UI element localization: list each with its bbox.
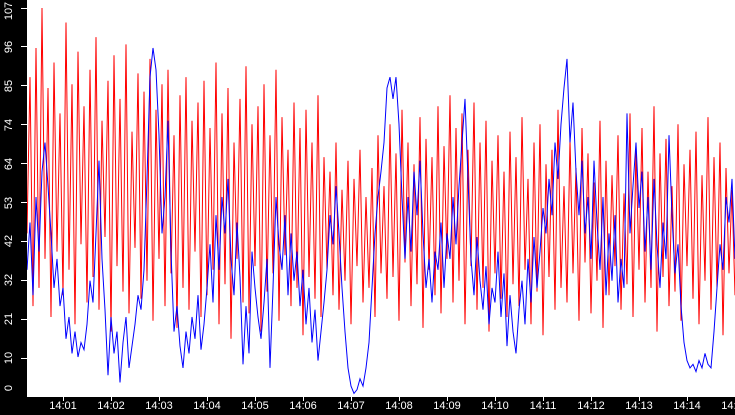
y-axis-tick (21, 240, 27, 242)
x-axis-tick (591, 397, 592, 401)
x-axis-tick-label: 14:02 (97, 400, 125, 412)
plot-area (26, 7, 735, 395)
x-axis-tick-label: 14:07 (337, 400, 365, 412)
x-axis-tick-label: 14:11 (529, 400, 557, 412)
x-axis-tick (207, 397, 208, 401)
x-axis-tick (255, 397, 256, 401)
y-axis-tick (21, 279, 27, 281)
x-axis-tick (63, 397, 64, 401)
x-axis-tick (351, 397, 352, 401)
y-axis: 0 10 21 32 42 53 64 74 85 96 107 (0, 0, 27, 398)
x-axis-tick (495, 397, 496, 401)
y-axis-tick-label: 85 (3, 79, 15, 92)
x-axis-tick (543, 397, 544, 401)
x-axis-tick-label: 14:04 (193, 400, 221, 412)
x-axis-tick (159, 397, 160, 401)
y-axis-tick (21, 318, 27, 320)
x-axis-tick (639, 397, 640, 401)
y-axis-tick-label: 96 (3, 40, 15, 54)
x-axis-tick-label: 14:01 (49, 400, 77, 412)
y-axis-tick-label: 74 (3, 118, 15, 131)
x-axis-tick-label: 14:08 (385, 400, 413, 412)
x-axis-tick (111, 397, 112, 401)
x-axis: 14:01 14:02 14:03 14:04 14:05 14:06 14:07 14:08… (0, 397, 735, 415)
x-axis-tick-label: 14:12 (577, 400, 605, 412)
x-axis-tick-label: 14:06 (289, 400, 317, 412)
x-axis-tick (687, 397, 688, 401)
red-series-line (26, 7, 735, 339)
x-axis-tick-label: 14:09 (433, 400, 461, 412)
x-axis-tick (447, 397, 448, 401)
y-axis-tick (21, 46, 27, 48)
x-axis-tick-label: 14:14 (673, 400, 701, 412)
y-axis-tick-label: 107 (3, 1, 15, 21)
x-axis-tick-label: 14:05 (241, 400, 269, 412)
y-axis-tick-label: 64 (3, 157, 15, 170)
y-axis-tick (21, 357, 27, 359)
x-axis-tick (399, 397, 400, 401)
x-axis-tick-label: 14:13 (625, 400, 653, 412)
y-axis-tick-label: 21 (3, 313, 15, 326)
y-axis-tick-label: 32 (3, 274, 15, 287)
y-axis-tick (21, 85, 27, 87)
x-axis-tick-label: 14:03 (145, 400, 173, 412)
x-axis-tick-label: 14:10 (481, 400, 509, 412)
y-axis-tick-label: 53 (3, 196, 15, 209)
y-axis-tick (21, 7, 27, 9)
y-axis-tick (21, 202, 27, 203)
y-axis-tick-label: 42 (3, 235, 15, 248)
y-axis-tick (21, 124, 27, 126)
y-axis-tick-label: 10 (3, 351, 15, 365)
x-axis-tick-label: 14:15 (721, 400, 735, 412)
y-axis-tick-label: 0 (3, 384, 15, 392)
y-axis-tick (21, 163, 27, 165)
blue-series-line (26, 47, 735, 395)
x-axis-tick (303, 397, 304, 401)
